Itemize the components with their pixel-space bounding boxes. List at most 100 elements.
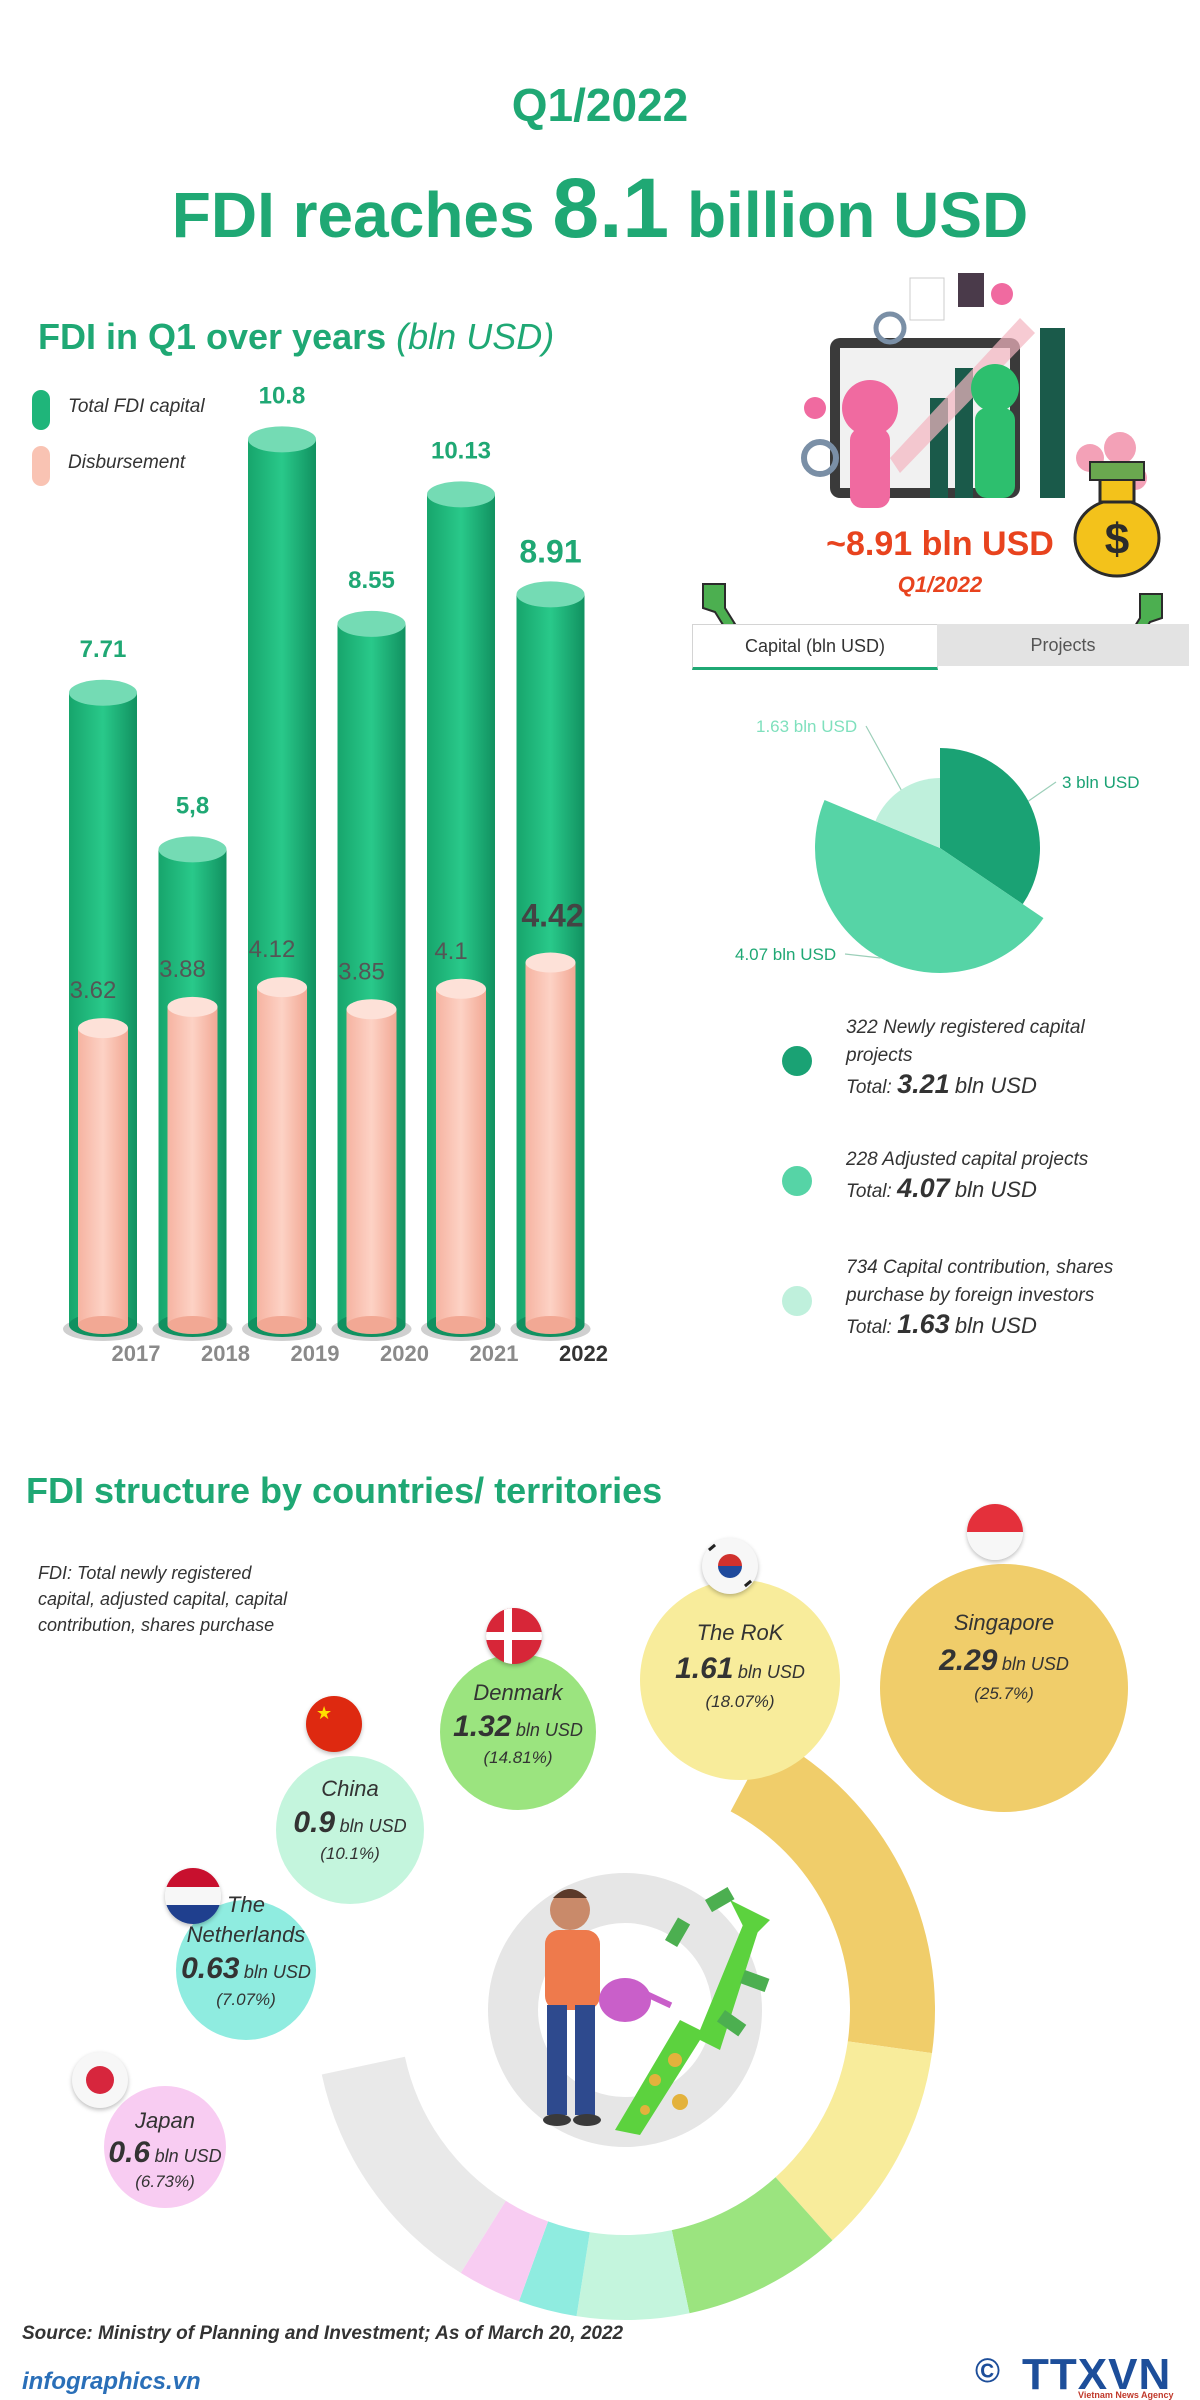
note-contribution-desc: Capital contribution, shares purchase by… xyxy=(846,1257,1114,1306)
pie-slice-3 xyxy=(875,778,940,848)
country-name: China xyxy=(321,1776,379,1801)
business-handshake-illustration xyxy=(801,273,1147,508)
note-new-unit: bln USD xyxy=(954,1073,1037,1098)
netherlands-flag-icon xyxy=(165,1868,221,1924)
bar-total-label-2017: 7.71 xyxy=(80,636,127,663)
bar-disbursement-top-2020 xyxy=(346,999,397,1020)
bar-disbursement-top-2018 xyxy=(167,996,218,1017)
headline-number: 8.1 xyxy=(552,161,670,255)
tab-projects[interactable]: Projects xyxy=(937,624,1189,666)
note-dot-adjusted xyxy=(782,1166,812,1196)
country-share: (6.73%) xyxy=(135,2172,195,2191)
donut-segment-netherlands xyxy=(518,2221,590,2317)
donut-segment-others xyxy=(321,2056,506,2273)
note-contribution-count: 734 xyxy=(846,1257,878,1278)
country-share: (7.07%) xyxy=(216,1990,276,2009)
south-korea-flag-icon xyxy=(702,1538,758,1594)
headline-prefix: FDI reaches xyxy=(171,179,535,251)
note-dot-contribution xyxy=(782,1286,812,1316)
bar-disbursement-2020 xyxy=(346,1009,397,1325)
bar-disbursement-2018 xyxy=(167,1006,218,1325)
bar-disbursement-base-2021 xyxy=(436,1316,486,1334)
pie-leader-line xyxy=(844,953,881,959)
country-value: 0.9 xyxy=(293,1806,336,1839)
bar-section-title: FDI in Q1 over years (bln USD) xyxy=(38,316,554,358)
country-bubble-japan: Japan 0.6 bln USD (6.73%) xyxy=(104,2086,226,2208)
country-share: (14.81%) xyxy=(483,1748,553,1767)
country-name: The Netherlands xyxy=(186,1892,306,1947)
bar-section-title-unit: (bln USD) xyxy=(396,316,555,357)
country-bubble-china: China 0.9 bln USD (10.1%) xyxy=(276,1756,424,1904)
pie-label-3: 1.63 bln USD xyxy=(756,717,857,736)
bar-disbursement-2019 xyxy=(257,987,307,1325)
highlight-value: ~8.91 bln USD xyxy=(826,525,1054,563)
country-name: Denmark xyxy=(473,1680,563,1705)
singapore-flag-icon xyxy=(967,1504,1023,1560)
china-flag-icon: ★ xyxy=(306,1696,362,1752)
country-bubble-singapore: Singapore 2.29 bln USD (25.7%) xyxy=(880,1564,1128,1812)
bar-disbursement-label-2018: 3.88 xyxy=(159,956,206,983)
note-adjusted-unit: bln USD xyxy=(954,1177,1037,1202)
bar-disbursement-label-2019: 4.12 xyxy=(249,936,296,963)
bar-disbursement-top-2021 xyxy=(436,978,486,999)
pie-label-2: 4.07 bln USD xyxy=(735,945,836,964)
denmark-flag-icon xyxy=(486,1608,542,1664)
legend-swatch-total xyxy=(32,390,50,430)
bar-disbursement-base-2022 xyxy=(525,1316,576,1334)
bar-total-top-2017 xyxy=(69,679,137,706)
country-bubble-rok: The RoK 1.61 bln USD (18.07%) xyxy=(640,1580,840,1780)
pie-leader-line xyxy=(865,725,902,791)
copyright-symbol: © xyxy=(975,2352,1001,2390)
bar-legend: Total FDI capital Disbursement xyxy=(30,390,290,500)
bar-disbursement-label-2020: 3.85 xyxy=(338,958,385,985)
donut-segment-singapore xyxy=(730,1736,935,2054)
country-share: (25.7%) xyxy=(974,1684,1034,1703)
pie-slice-1 xyxy=(940,748,1040,905)
country-bubble-denmark: Denmark 1.32 bln USD (14.81%) xyxy=(440,1654,596,1810)
money-bag-icon: $ xyxy=(1073,461,1161,578)
bar-total-label-2022: 8.91 xyxy=(519,533,581,569)
countries-section-title: FDI structure by countries/ territories xyxy=(26,1470,663,1511)
note-contribution: 734 Capital contribution, shares purchas… xyxy=(846,1254,1156,1342)
note-new-count: 322 xyxy=(846,1017,878,1038)
country-unit: bln USD xyxy=(1001,1654,1069,1674)
country-unit: bln USD xyxy=(515,1720,583,1740)
bar-disbursement-top-2022 xyxy=(525,952,576,973)
x-tick-label-2021: 2021 xyxy=(470,1341,519,1366)
bar-disbursement-label-2021: 4.1 xyxy=(434,938,467,965)
country-unit: bln USD xyxy=(339,1816,407,1836)
x-tick-label-2020: 2020 xyxy=(380,1341,429,1366)
country-bubble-netherlands: The Netherlands 0.63 bln USD (7.07%) xyxy=(176,1892,316,2040)
bar-total-top-2021 xyxy=(427,481,495,508)
bar-disbursement-label-2022: 4.42 xyxy=(521,898,583,934)
country-share: (18.07%) xyxy=(705,1692,775,1711)
x-tick-label-2017: 2017 xyxy=(112,1341,161,1366)
bar-disbursement-label-2017: 3.62 xyxy=(70,977,117,1004)
country-name: Singapore xyxy=(953,1610,1055,1635)
legend-label-disbursement: Disbursement xyxy=(68,452,186,473)
svg-text:$: $ xyxy=(1105,515,1129,564)
note-adjusted-desc: Adjusted capital projects xyxy=(882,1149,1089,1170)
country-name: Japan xyxy=(135,2108,195,2133)
investor-watering-illustration xyxy=(543,1887,770,2135)
period-title: Q1/2022 xyxy=(511,79,689,131)
highlight-period: Q1/2022 xyxy=(897,572,983,597)
capital-pie-chart: 3 bln USD 4.07 bln USD 1.63 bln USD xyxy=(735,717,1139,974)
bar-disbursement-base-2017 xyxy=(78,1316,128,1334)
pie-label-1: 3 bln USD xyxy=(1062,773,1139,792)
country-value: 2.29 xyxy=(939,1644,998,1677)
country-unit: bln USD xyxy=(243,1962,311,1982)
donut-segment-japan xyxy=(460,2200,549,2302)
x-tick-label-2018: 2018 xyxy=(201,1341,250,1366)
bar-total-label-2019: 10.8 xyxy=(259,382,306,409)
bar-disbursement-2021 xyxy=(436,988,486,1325)
source-note: Source: Ministry of Planning and Investm… xyxy=(22,2323,624,2344)
tab-capital[interactable]: Capital (bln USD) xyxy=(692,624,938,670)
site-link[interactable]: infographics.vn xyxy=(22,2368,201,2395)
pie-slice-2 xyxy=(815,800,1044,974)
bar-disbursement-2017 xyxy=(78,1028,128,1325)
x-tick-label-2019: 2019 xyxy=(291,1341,340,1366)
bar-total-top-2022 xyxy=(516,581,585,608)
bar-disbursement-base-2020 xyxy=(346,1316,397,1334)
country-value: 0.63 xyxy=(181,1952,240,1985)
